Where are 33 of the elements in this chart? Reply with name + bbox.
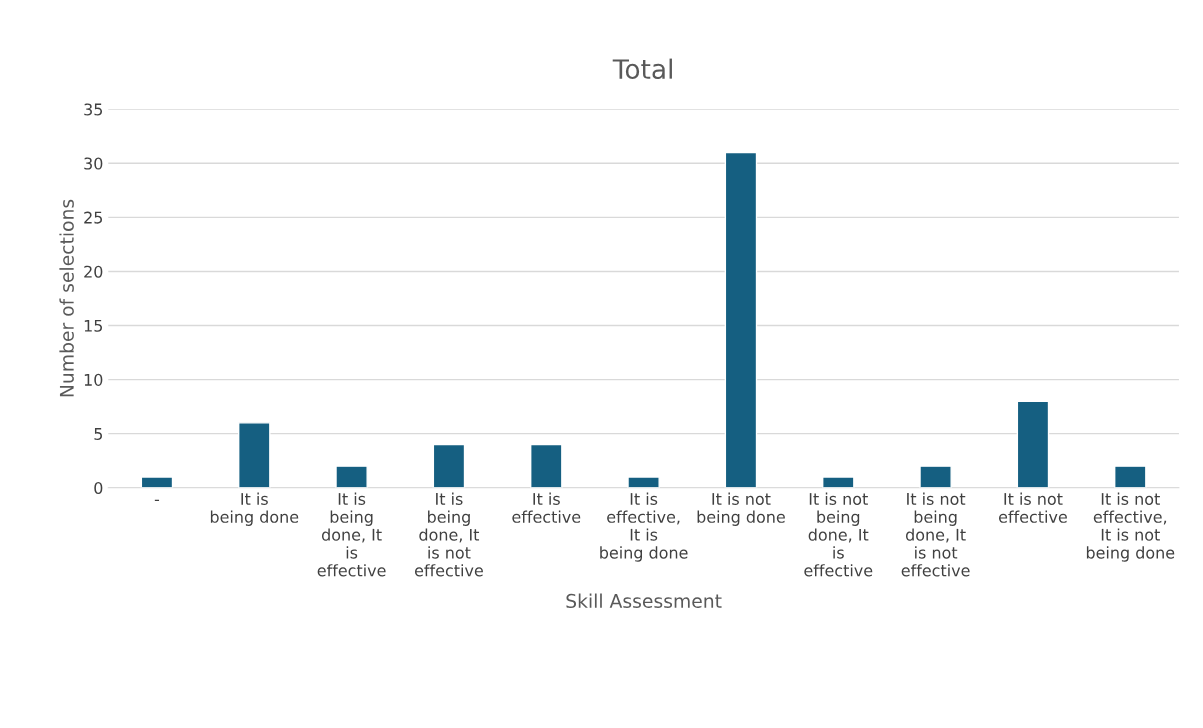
- x-tick-label: It is not effective: [998, 492, 1067, 523]
- x-tick-label: It is not being done, It is effective: [804, 492, 873, 577]
- x-tick-label: It is not being done, It is not effective: [901, 492, 970, 577]
- bar: [432, 443, 466, 488]
- y-tick-label: 30: [84, 157, 103, 170]
- bar: [335, 465, 368, 488]
- bar: [140, 476, 174, 488]
- bar: [1016, 400, 1050, 488]
- x-tick-label: -: [154, 499, 160, 502]
- x-tick-label: It is not effective, It is not being done: [1086, 492, 1175, 562]
- x-tick-label: It is being done, It is effective: [317, 492, 386, 577]
- chart-title: Total: [612, 58, 672, 80]
- bar: [919, 465, 952, 488]
- bar: [724, 151, 758, 488]
- x-tick-label: It is effective, It is being done: [600, 492, 688, 562]
- y-tick-label: 35: [84, 103, 103, 116]
- y-tick-label: 15: [84, 319, 103, 332]
- bar: [1114, 465, 1147, 488]
- y-tick-label: 20: [84, 265, 103, 278]
- x-tick-label: It is being done: [210, 492, 299, 526]
- x-tick-label: It is effective: [512, 492, 581, 523]
- y-tick-label: 0: [94, 481, 103, 495]
- bar: [238, 422, 271, 488]
- x-tick-label: It is being done, It is not effective: [414, 492, 483, 577]
- y-axis-title: Number of selections: [59, 199, 74, 397]
- y-tick-label: 5: [94, 428, 103, 440]
- y-tick-label: 10: [84, 373, 103, 386]
- bar: [530, 443, 563, 488]
- y-tick-label: 25: [84, 211, 103, 224]
- bar: [822, 476, 855, 488]
- x-axis-title: Skill Assessment: [566, 593, 722, 609]
- bar: [627, 476, 660, 488]
- x-tick-label: It is not being done: [697, 492, 785, 526]
